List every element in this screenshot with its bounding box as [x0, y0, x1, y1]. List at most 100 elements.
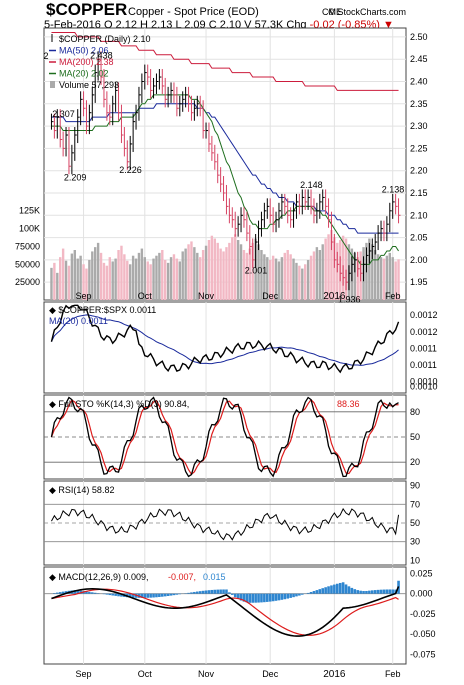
macd-legend-signal: -0.007, — [168, 572, 196, 582]
sto-k-line — [50, 396, 399, 478]
rsi-tick-label: 30 — [410, 537, 420, 547]
volume-bar — [266, 257, 269, 300]
macd-hist-bar — [353, 589, 357, 594]
macd-hist-bar — [198, 591, 202, 594]
macd-hist-bar — [233, 593, 237, 598]
price-tick-label: 2.10 — [410, 210, 428, 220]
macd-hist-bar — [61, 591, 65, 594]
volume-bar — [374, 250, 377, 300]
price-tick-label: 2.00 — [410, 255, 428, 265]
macd-tick-label: 0.000 — [410, 589, 433, 599]
ratio-tick-label: 0.0011 — [410, 360, 437, 370]
volume-bar — [88, 260, 91, 300]
volume-bar — [117, 250, 120, 300]
ratio-tick-label: 0.0012 — [410, 327, 438, 337]
macd-hist-bar — [268, 593, 272, 602]
volume-bar — [397, 259, 400, 300]
volume-tick-label: 125K — [19, 206, 40, 216]
volume-bar — [228, 242, 231, 300]
volume-bar — [126, 260, 129, 300]
macd-hist-bar — [382, 589, 386, 594]
macd-x-label: Feb — [385, 669, 401, 679]
volume-bar — [251, 242, 254, 300]
volume-bar — [114, 258, 117, 300]
macd-line — [51, 586, 400, 637]
macd-hist-bar — [344, 584, 348, 594]
volume-bar — [245, 252, 249, 300]
sto-legend-value: 88.36 — [337, 399, 360, 409]
macd-tick-label: -0.075 — [410, 649, 436, 659]
volume-bar — [82, 264, 85, 300]
price-tick-label: 2.05 — [410, 233, 428, 243]
macd-hist-bar — [149, 593, 152, 598]
macd-hist-bar — [324, 587, 327, 594]
macd-hist-bar — [163, 593, 167, 597]
volume-bar — [175, 258, 179, 300]
exchange-label: CME — [322, 7, 342, 17]
volume-bar — [196, 252, 199, 300]
macd-hist-bar — [338, 582, 342, 594]
macd-hist-bar — [225, 589, 228, 594]
macd-tick-label: -0.025 — [410, 609, 436, 619]
macd-hist-bar — [350, 587, 354, 594]
price-tick-label: 2.20 — [410, 166, 428, 176]
macd-hist-bar — [140, 593, 144, 598]
volume-bar — [344, 238, 348, 300]
macd-hist-bar — [117, 593, 120, 597]
macd-x-label: Oct — [138, 669, 153, 679]
volume-bar — [129, 264, 132, 300]
volume-bar — [187, 244, 190, 300]
macd-hist-bar — [187, 592, 190, 594]
macd-hist-bar — [263, 593, 266, 603]
price-annotation: 2.209 — [64, 173, 87, 183]
ratio-legend: ◆ $COPPER:$SPX 0.0011 — [49, 305, 156, 315]
macd-hist-bar — [93, 592, 97, 594]
panel-frame-4 — [43, 566, 407, 665]
macd-hist-bar — [388, 589, 392, 594]
macd-hist-bar — [239, 593, 243, 601]
volume-bar — [394, 261, 397, 300]
macd-x-label: Dec — [262, 669, 279, 679]
price-x-label: Oct — [138, 291, 153, 301]
macd-hist-bar — [356, 590, 360, 594]
macd-hist-bar — [216, 589, 220, 594]
macd-hist-bar — [376, 589, 380, 594]
price-x-label: Feb — [385, 291, 401, 301]
price-tick-label: 2.15 — [410, 188, 428, 198]
macd-hist-bar — [274, 593, 278, 601]
macd-hist-bar — [242, 593, 246, 602]
rsi-legend: ◆ RSI(14) 58.82 — [49, 485, 114, 495]
volume-bar — [219, 248, 222, 300]
volume-bar — [242, 250, 246, 300]
price-legend-text: MA(20) 2.02 — [59, 69, 109, 79]
volume-bar — [123, 254, 126, 300]
volume-bar — [79, 255, 82, 300]
macd-hist-bar — [236, 593, 240, 600]
macd-hist-bar — [172, 593, 176, 596]
price-tick-label: 1.95 — [410, 277, 428, 287]
macd-hist-bar — [213, 589, 217, 594]
volume-bar — [102, 262, 106, 300]
price-tick-label: 2.45 — [410, 54, 428, 64]
volume-bar — [274, 258, 278, 300]
price-x-label: Sep — [76, 291, 92, 301]
volume-bar — [99, 252, 103, 300]
volume-bar — [137, 252, 141, 300]
macd-hist-bar — [312, 591, 316, 594]
price-tick-label: 2.25 — [410, 143, 428, 153]
volume-bar — [76, 258, 79, 300]
macd-hist-bar — [379, 589, 383, 594]
macd-hist-bar — [341, 582, 345, 594]
volume-bar — [134, 258, 138, 300]
price-tick-label: 2.40 — [410, 77, 428, 87]
volume-bar — [295, 262, 298, 300]
macd-hist-bar — [195, 591, 199, 594]
volume-bar — [260, 250, 263, 300]
macd-hist-bar — [283, 593, 287, 600]
price-legend-text: MA(50) 2.06 — [59, 46, 109, 56]
volume-bar — [225, 247, 228, 300]
volume-bar — [321, 244, 324, 300]
macd-hist-bar — [271, 593, 275, 602]
volume-bar — [271, 255, 275, 300]
volume-bar — [184, 248, 187, 300]
